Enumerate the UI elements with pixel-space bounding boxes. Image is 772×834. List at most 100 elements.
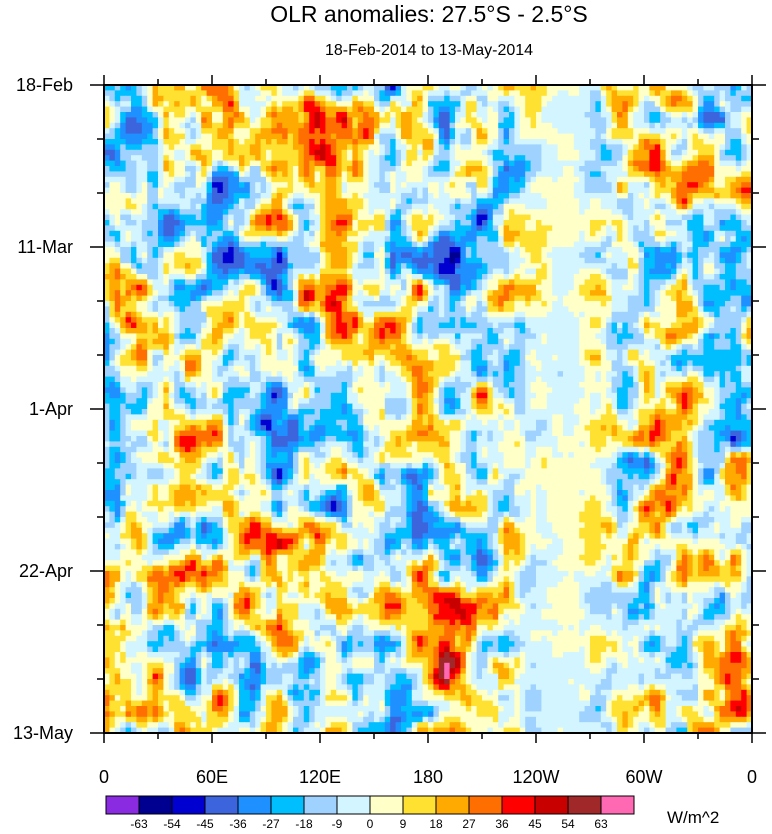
field-cell xyxy=(212,306,218,313)
field-cell xyxy=(384,155,391,162)
field-cell xyxy=(417,90,424,97)
field-cell xyxy=(352,160,359,167)
field-cell xyxy=(509,155,515,162)
field-cell xyxy=(379,85,386,91)
field-cell xyxy=(503,122,510,129)
field-cell xyxy=(314,268,321,275)
field-cell xyxy=(379,90,386,97)
field-cell xyxy=(465,252,472,259)
field-cell xyxy=(298,95,305,102)
field-cell xyxy=(379,198,386,205)
field-cell xyxy=(698,241,704,248)
field-cell xyxy=(579,203,586,210)
field-cell xyxy=(541,263,548,270)
field-cell xyxy=(109,144,116,151)
field-cell xyxy=(363,209,370,216)
field-cell xyxy=(363,166,370,172)
field-cell xyxy=(687,176,694,183)
field-cell xyxy=(730,187,737,194)
field-cell xyxy=(708,117,715,124)
field-cell xyxy=(163,198,170,205)
field-cell xyxy=(314,128,321,135)
field-cell xyxy=(190,274,197,280)
field-cell xyxy=(671,301,677,307)
field-cell xyxy=(341,85,348,91)
field-cell xyxy=(222,128,229,135)
field-cell xyxy=(384,198,391,205)
field-cell xyxy=(438,155,445,162)
field-cell xyxy=(746,284,752,291)
field-cell xyxy=(217,230,224,237)
field-cell xyxy=(455,193,461,199)
field-cell xyxy=(692,241,699,248)
field-cell xyxy=(293,209,299,216)
field-cell xyxy=(460,279,467,286)
field-cell xyxy=(627,149,634,156)
field-cell xyxy=(509,198,515,205)
field-cell xyxy=(287,122,294,129)
field-cell xyxy=(320,117,326,124)
field-cell xyxy=(228,209,235,216)
field-cell xyxy=(201,133,208,140)
field-cell xyxy=(703,241,710,248)
field-cell xyxy=(120,198,127,205)
field-cell xyxy=(276,133,283,140)
field-cell xyxy=(644,144,650,151)
field-cell xyxy=(212,101,218,108)
field-cell xyxy=(460,128,467,135)
field-cell xyxy=(708,247,715,253)
field-cell xyxy=(622,274,629,280)
field-cell xyxy=(293,257,299,264)
field-cell xyxy=(384,306,391,313)
field-cell xyxy=(595,295,602,302)
field-cell xyxy=(644,149,650,156)
field-cell xyxy=(190,230,197,237)
field-cell xyxy=(390,139,397,145)
field-cell xyxy=(201,106,208,113)
field-cell xyxy=(541,279,548,286)
field-cell xyxy=(104,101,110,108)
field-cell xyxy=(266,95,272,102)
field-cell xyxy=(244,187,251,194)
field-cell xyxy=(120,295,127,302)
field-cell xyxy=(552,149,559,156)
field-cell xyxy=(546,198,553,205)
field-cell xyxy=(190,155,197,162)
field-cell xyxy=(590,166,596,172)
field-cell xyxy=(487,295,494,302)
field-cell xyxy=(147,176,154,183)
field-cell xyxy=(465,112,472,118)
field-cell xyxy=(222,284,229,291)
field-cell xyxy=(309,252,316,259)
field-cell xyxy=(698,155,704,162)
field-cell xyxy=(741,171,748,178)
field-cell xyxy=(201,122,208,129)
field-cell xyxy=(271,220,278,226)
field-cell xyxy=(239,101,245,108)
field-cell xyxy=(244,149,251,156)
field-cell xyxy=(627,198,634,205)
field-cell xyxy=(649,112,656,118)
field-cell xyxy=(314,241,321,248)
field-cell xyxy=(482,95,488,102)
field-cell xyxy=(239,247,245,253)
field-cell xyxy=(239,198,245,205)
field-cell xyxy=(503,144,510,151)
field-cell xyxy=(455,144,461,151)
field-cell xyxy=(649,230,656,237)
field-cell xyxy=(239,160,245,167)
field-cell xyxy=(417,295,424,302)
field-cell xyxy=(471,182,478,189)
field-cell xyxy=(676,203,683,210)
field-cell xyxy=(568,209,575,216)
field-cell xyxy=(735,101,742,108)
field-cell xyxy=(487,187,494,194)
field-cell xyxy=(136,193,143,199)
field-cell xyxy=(336,112,343,118)
field-cell xyxy=(152,225,159,232)
field-cell xyxy=(244,117,251,124)
field-cell xyxy=(541,182,548,189)
field-cell xyxy=(438,117,445,124)
field-cell xyxy=(708,284,715,291)
field-cell xyxy=(276,149,283,156)
